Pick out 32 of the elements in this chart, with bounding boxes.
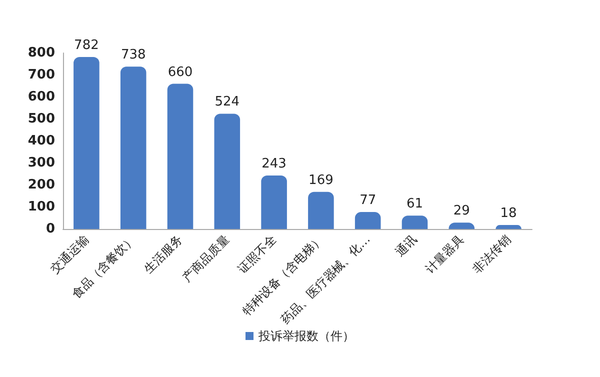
data-label: 18 [500, 206, 517, 222]
data-label: 77 [360, 193, 376, 208]
y-tick-label: 200 [28, 178, 55, 192]
y-tick-label: 600 [28, 90, 55, 104]
data-label: 660 [168, 64, 193, 80]
legend-label: 投诉举报数（件） [258, 329, 354, 343]
y-tick-label: 800 [28, 46, 55, 60]
bar [167, 84, 194, 229]
bar [261, 176, 287, 229]
y-tick-label: 700 [28, 68, 55, 82]
x-tick-label: 产商品质量 [180, 232, 232, 284]
bar [214, 114, 240, 229]
y-tick-label: 400 [28, 134, 55, 148]
y-tick-label: 100 [28, 200, 55, 214]
bar [308, 192, 334, 229]
data-label: 29 [453, 204, 470, 219]
data-label: 61 [406, 196, 424, 212]
x-tick-label: 证照不全 [235, 232, 279, 276]
x-tick-label: 计量器具 [422, 232, 467, 276]
x-tick-label: 非法传销 [470, 232, 514, 276]
data-label: 524 [214, 94, 240, 110]
data-label: 169 [308, 172, 334, 188]
bar [120, 66, 146, 229]
y-tick-label: 500 [28, 112, 55, 126]
bar [74, 56, 100, 229]
x-tick-label: 通讯 [392, 232, 420, 259]
data-label: 243 [262, 156, 286, 172]
bar [402, 216, 428, 229]
y-tick-label: 300 [28, 156, 55, 170]
data-label: 738 [120, 48, 146, 63]
data-label: 782 [74, 38, 99, 53]
bar [354, 212, 381, 229]
